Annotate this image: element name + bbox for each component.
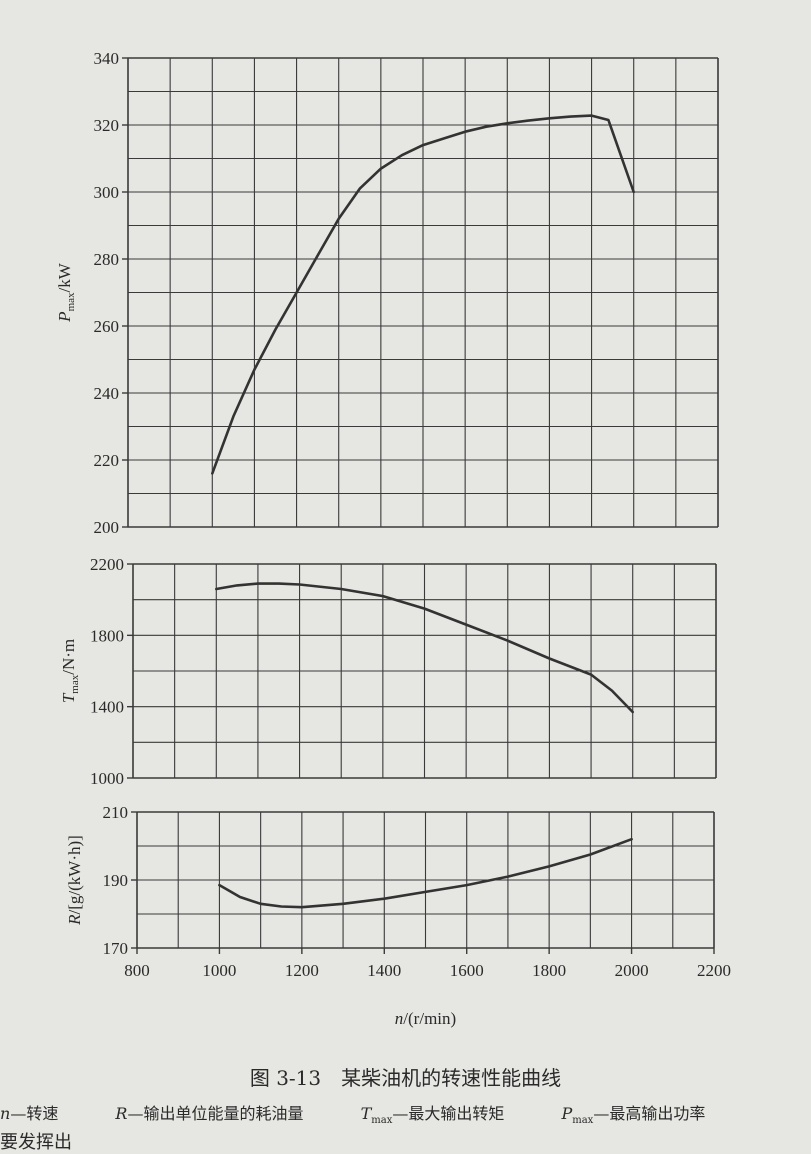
chart-panel-2: 1000 1400 1800 2200 Tmax/N·m (59, 555, 717, 788)
y-axis-label: R/[g/(kW·h)] (65, 835, 84, 926)
x-tick-label: 2200 (697, 961, 731, 980)
x-tick-label: 1000 (202, 961, 236, 980)
x-tick-label: 1600 (450, 961, 484, 980)
engine-speed-characteristics-figure: 200220240260280300320340Pmax/kW100014001… (55, 49, 731, 1028)
y-tick-label: 300 (94, 183, 120, 202)
y-tick-label: 240 (94, 384, 120, 403)
y-tick-label: 190 (103, 871, 129, 890)
series-line (218, 837, 633, 909)
series-line (215, 582, 635, 714)
y-tick-label: 220 (94, 451, 120, 470)
y-axis-label: Pmax/kW (55, 262, 77, 323)
y-tick-label: 2200 (90, 555, 124, 574)
y-axis-label: Tmax/N·m (59, 639, 81, 703)
y-tick-label: 1000 (90, 769, 124, 788)
page-edge-text: 要发挥出 (0, 1132, 72, 1153)
y-tick-label: 1800 (90, 626, 124, 645)
x-tick-label: 1400 (367, 961, 401, 980)
figure-caption: 图 3-13 某柴油机的转速性能曲线 (249, 1066, 562, 1090)
x-tick-label: 1200 (285, 961, 319, 980)
y-tick-label: 280 (94, 250, 120, 269)
y-tick-label: 200 (94, 518, 120, 537)
x-tick-label: 2000 (615, 961, 649, 980)
y-tick-label: 320 (94, 116, 120, 135)
x-tick-label: 800 (124, 961, 150, 980)
y-tick-label: 170 (103, 939, 129, 958)
y-tick-label: 260 (94, 317, 120, 336)
x-tick-label: 1800 (532, 961, 566, 980)
y-tick-label: 210 (103, 803, 129, 822)
y-tick-label: 1400 (90, 698, 124, 717)
y-tick-label: 340 (94, 49, 120, 68)
legend-r: R—输出单位能量的耗油量 (115, 1104, 304, 1123)
legend-p: Pmax—最高输出功率 (561, 1104, 706, 1127)
series-line (211, 114, 636, 475)
chart-panel-3: 170 190 210 R/[g/(kW·h)] 800 1000 1200 1400 1600… (65, 803, 731, 1028)
chart-panel-1: 200 220 240 260 280 300 320 340 Pmax/kW (55, 49, 719, 537)
x-axis-label: n/(r/min) (395, 1009, 456, 1028)
legend-n: n—转速 (0, 1104, 59, 1123)
figure-legend: n—转速 R—输出单位能量的耗油量 Tmax—最大输出转矩 Pmax—最高输出功… (0, 1100, 811, 1126)
legend-t: Tmax—最大输出转矩 (360, 1104, 505, 1127)
